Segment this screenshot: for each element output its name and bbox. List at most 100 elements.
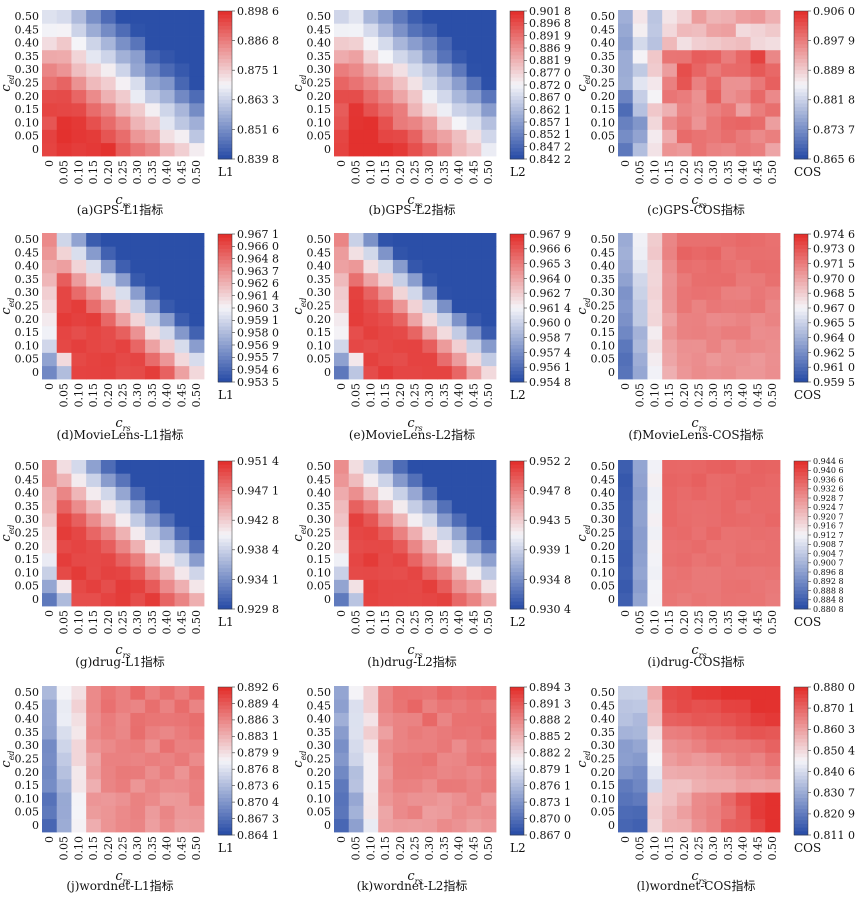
colorbar-segment (510, 296, 524, 301)
heatmap-cell (145, 499, 161, 514)
y-tick-label: 0.20 (307, 313, 332, 326)
heatmap-cell (750, 246, 766, 260)
colorbar-segment (218, 319, 232, 324)
heatmap-cell (392, 513, 409, 527)
heatmap-cell (130, 129, 146, 144)
colorbar-segment (218, 36, 232, 41)
heatmap-cell (721, 739, 737, 753)
heatmap-cell (174, 36, 190, 51)
heatmap-cell (750, 272, 766, 287)
heatmap-cell (691, 286, 707, 300)
heatmap-cell (86, 699, 102, 713)
heatmap-cell (466, 752, 482, 767)
heatmap-cell (115, 725, 131, 740)
y-tick-label: 0.05 (15, 130, 40, 143)
heatmap-cell (115, 299, 131, 314)
heatmap-cell (451, 246, 467, 260)
heatmap-cell (71, 699, 87, 713)
heatmap-cell (466, 592, 482, 607)
heatmap-cell (130, 233, 146, 247)
heatmap-cell (481, 566, 497, 580)
heatmap-cell (334, 365, 350, 380)
heatmap-cell (100, 552, 117, 567)
heatmap-cell (363, 49, 379, 64)
heatmap-panel-i: 00.050.100.150.200.250.300.350.400.450.5… (575, 457, 844, 669)
heatmap-cell (662, 63, 678, 77)
heatmap-cell (422, 552, 438, 567)
heatmap-cell (378, 499, 394, 514)
heatmap-cell (100, 102, 117, 117)
colorbar-tick-label: 0.904 7 (813, 549, 844, 558)
heatmap-cell (174, 102, 190, 117)
panel-caption: (c)GPS-COS指标 (647, 202, 745, 217)
colorbar-segment (794, 118, 808, 123)
heatmap-cell (392, 499, 409, 514)
colorbar-segment (794, 783, 808, 788)
heatmap-cell (632, 473, 648, 487)
heatmap-panel-c: 00.050.100.150.200.250.300.350.400.450.5… (575, 5, 855, 217)
heatmap-cell (86, 299, 102, 314)
heatmap-cell (422, 365, 438, 380)
heatmap-cell (42, 712, 58, 727)
heatmap-cell (750, 365, 766, 380)
y-tick-label: 0.45 (15, 246, 40, 259)
colorbar-segment (794, 749, 808, 754)
heatmap-cell (765, 526, 781, 541)
colorbar-tick-label: 0.939 1 (529, 544, 571, 557)
heatmap-cell (348, 725, 364, 740)
colorbar-segment (794, 326, 808, 331)
heatmap-cell (618, 142, 634, 157)
heatmap-cell (437, 526, 453, 541)
y-tick-label: 0.25 (15, 753, 40, 766)
heatmap-cell (618, 102, 634, 117)
colorbar-segment (794, 359, 808, 364)
heatmap-cell (407, 10, 423, 24)
y-tick-label: 0.45 (15, 699, 40, 712)
heatmap-cell (481, 10, 497, 24)
y-axis-title: ced (575, 74, 592, 91)
heatmap-cell (159, 23, 175, 37)
heatmap-cell (334, 10, 350, 24)
heatmap-cell (189, 325, 205, 340)
heatmap-cell (466, 299, 482, 314)
heatmap-cell (115, 792, 131, 806)
colorbar-segment (218, 812, 232, 817)
heatmap-cell (466, 739, 482, 753)
heatmap-cell (174, 63, 190, 77)
heatmap-cell (735, 805, 751, 820)
colorbar-segment (794, 786, 808, 791)
colorbar-segment (794, 564, 808, 569)
heatmap-cell (86, 526, 102, 541)
heatmap-cell (481, 712, 497, 727)
heatmap-cell (676, 89, 693, 104)
panel-caption: (e)MovieLens-L2指标 (349, 427, 475, 442)
heatmap-cell (422, 499, 438, 514)
x-tick-label: 0.10 (648, 610, 661, 635)
y-tick-label: 0.30 (15, 739, 40, 752)
x-tick-label: 0.15 (379, 610, 392, 635)
heatmap-cell (174, 539, 190, 554)
heatmap-cell (348, 460, 364, 474)
heatmap-cell (334, 552, 350, 567)
heatmap-cell (481, 129, 497, 144)
heatmap-cell (706, 233, 722, 247)
x-tick-label: 0.05 (350, 383, 363, 408)
heatmap-cell (706, 142, 722, 157)
heatmap-cell (676, 513, 693, 527)
y-tick-label: 0.45 (591, 246, 616, 259)
heatmap-cell (159, 129, 175, 144)
heatmap-cell (189, 752, 205, 767)
colorbar-segment (510, 605, 524, 610)
heatmap-cell (100, 539, 117, 554)
heatmap-cell (392, 526, 409, 541)
heatmap-cell (378, 23, 394, 37)
heatmap-cell (378, 552, 394, 567)
colorbar-segment (510, 583, 524, 588)
heatmap-cell (451, 765, 467, 780)
colorbar-segment (794, 345, 808, 350)
heatmap-cell (363, 129, 379, 144)
heatmap-cell (363, 246, 379, 260)
heatmap-cell (676, 579, 693, 594)
heatmap-cell (632, 10, 648, 24)
heatmap-cell (71, 36, 87, 51)
